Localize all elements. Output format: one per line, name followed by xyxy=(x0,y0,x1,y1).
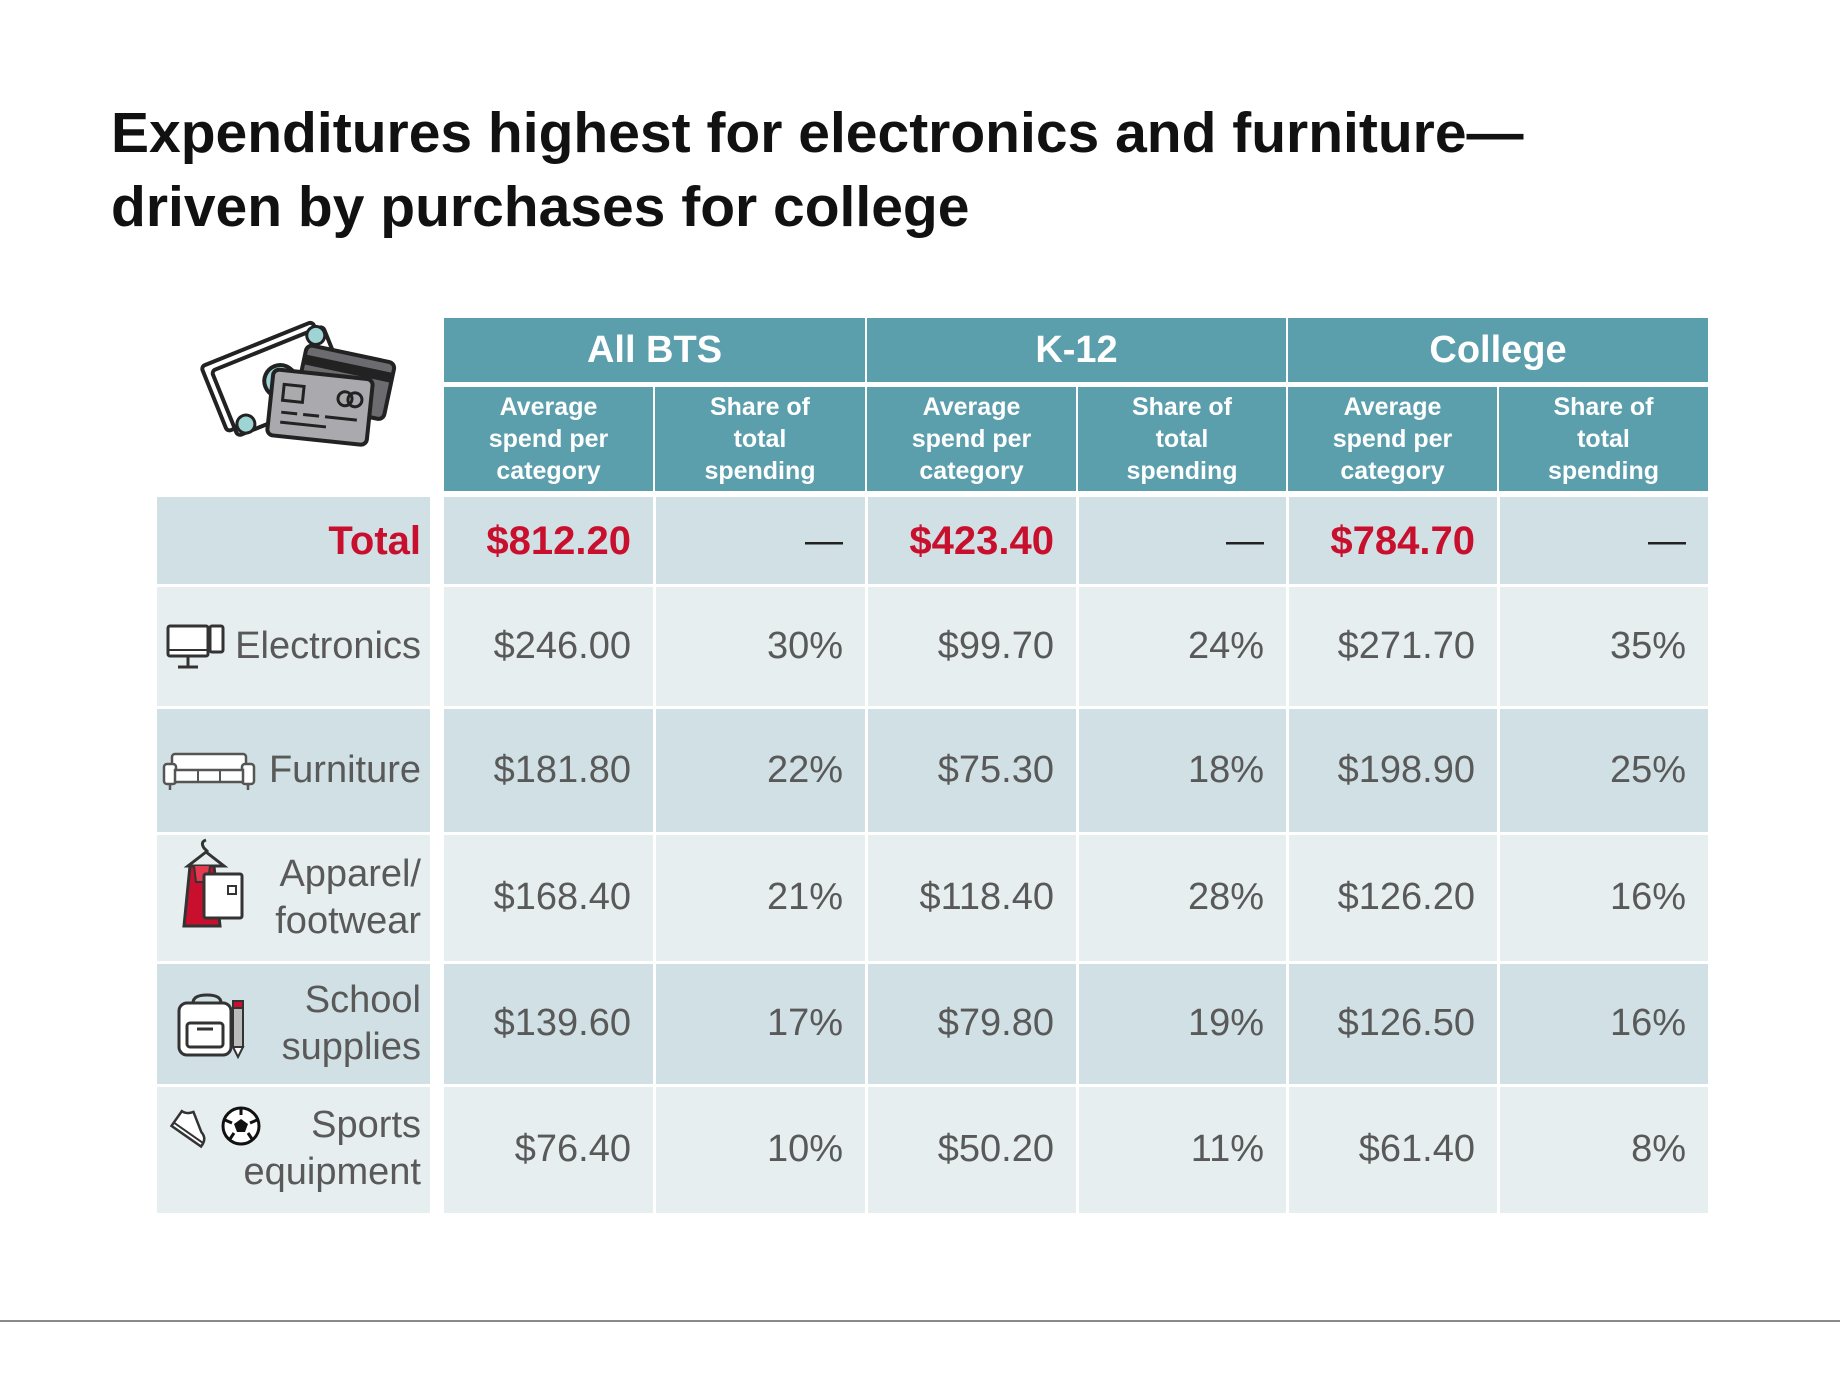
row-label-furniture: Furniture xyxy=(157,707,430,833)
column-divider xyxy=(430,497,444,1213)
column-divider xyxy=(1076,497,1079,1213)
column-group-college: College xyxy=(1288,318,1708,382)
table-row-band xyxy=(157,497,1708,585)
subcol-college-share: Share of total spending xyxy=(1499,387,1708,491)
table-row-band xyxy=(157,1085,1708,1213)
column-divider xyxy=(865,497,868,1213)
column-group-all-bts: All BTS xyxy=(444,318,865,382)
column-group-k12: K-12 xyxy=(867,318,1286,382)
column-divider xyxy=(653,497,656,1213)
column-divider xyxy=(1497,497,1500,1213)
table-cell-k12-share: 24% xyxy=(1187,624,1264,667)
table-cell-all-bts-avg-spend: $168.40 xyxy=(493,876,631,918)
row-divider xyxy=(157,832,1708,835)
table-cell-all-bts-share: 10% xyxy=(766,1127,843,1170)
row-label-text: Furniture xyxy=(268,748,421,791)
title-line-2: driven by purchases for college xyxy=(111,175,970,239)
table-cell-all-bts-avg-spend: $139.60 xyxy=(493,1002,631,1044)
sofa-icon xyxy=(162,752,256,790)
table-cell-college-share: 35% xyxy=(1609,624,1686,667)
table-cell-k12-share: 19% xyxy=(1187,1002,1264,1044)
row-divider xyxy=(157,961,1708,964)
row-divider xyxy=(157,584,1708,587)
row-label-total: Total xyxy=(157,497,430,585)
row-label-text: Total xyxy=(328,518,421,563)
table-cell-college-avg-spend: $198.90 xyxy=(1337,748,1475,791)
row-divider xyxy=(157,706,1708,709)
row-label-text: Sports equipment xyxy=(243,1104,421,1193)
subcol-k12-avg-spend: Average spend per category xyxy=(867,387,1076,491)
table-cell-all-bts-share: 21% xyxy=(766,876,843,918)
table-cell-college-share: 16% xyxy=(1609,876,1686,918)
table-cell-all-bts-share: 17% xyxy=(766,1002,843,1044)
table-cell-all-bts-avg-spend: $812.20 xyxy=(486,518,631,563)
table-cell-all-bts-share: — xyxy=(805,519,843,562)
computer-monitor-and-phone-icon xyxy=(166,624,225,669)
table-cell-college-share: 8% xyxy=(1631,1127,1686,1170)
row-label-text: School supplies xyxy=(281,978,421,1068)
clothing-on-hanger-icon xyxy=(182,838,244,928)
table-cell-college-avg-spend: $61.40 xyxy=(1358,1127,1475,1170)
table-cell-college-avg-spend: $126.50 xyxy=(1337,1002,1475,1044)
backpack-and-pencil-icon xyxy=(177,993,245,1059)
table-row-band xyxy=(157,962,1708,1085)
row-label-electronics: Electronics xyxy=(157,585,430,707)
table-cell-k12-avg-spend: $99.70 xyxy=(937,624,1054,667)
table-cell-college-avg-spend: $784.70 xyxy=(1330,518,1475,563)
table-cell-k12-avg-spend: $118.40 xyxy=(919,876,1054,918)
row-label-sports: Sports equipment xyxy=(157,1085,430,1213)
table-cell-college-share: 16% xyxy=(1609,1002,1686,1044)
table-cell-k12-avg-spend: $423.40 xyxy=(909,518,1054,563)
table-cell-k12-avg-spend: $50.20 xyxy=(937,1127,1054,1170)
table-cell-k12-avg-spend: $75.30 xyxy=(937,748,1054,791)
footer-divider xyxy=(0,1320,1840,1322)
title-line-1: Expenditures highest for electronics and… xyxy=(111,101,1524,165)
slide-title: Expenditures highest for electronics and… xyxy=(111,96,1711,244)
table-cell-all-bts-avg-spend: $246.00 xyxy=(493,624,631,667)
table-row-band xyxy=(157,833,1708,962)
row-label-text: Electronics xyxy=(235,624,421,667)
table-cell-k12-share: 11% xyxy=(1190,1127,1264,1170)
table-row-band xyxy=(157,707,1708,833)
money-and-credit-cards-icon xyxy=(200,320,397,447)
table-cell-college-avg-spend: $126.20 xyxy=(1337,876,1475,918)
table-cell-college-avg-spend: $271.70 xyxy=(1337,624,1475,667)
table-cell-college-share: 25% xyxy=(1609,748,1686,791)
row-label-text: Apparel/ footwear xyxy=(275,852,421,942)
table-cell-all-bts-avg-spend: $76.40 xyxy=(514,1127,631,1170)
table-row-band xyxy=(157,585,1708,707)
row-label-school-supplies: School supplies xyxy=(157,962,430,1085)
table-cell-all-bts-avg-spend: $181.80 xyxy=(493,748,631,791)
subcol-all-avg-spend: Average spend per category xyxy=(444,387,653,491)
row-divider xyxy=(157,1084,1708,1087)
table-cell-k12-share: 18% xyxy=(1187,748,1264,791)
subcol-k12-share: Share of total spending xyxy=(1078,387,1286,491)
table-cell-all-bts-share: 30% xyxy=(766,624,843,667)
subcol-college-avg-spend: Average spend per category xyxy=(1288,387,1497,491)
table-cell-k12-share: 28% xyxy=(1187,876,1264,918)
row-label-apparel: Apparel/ footwear xyxy=(157,833,430,962)
table-cell-k12-avg-spend: $79.80 xyxy=(937,1002,1054,1044)
table-cell-k12-share: — xyxy=(1226,519,1264,562)
table-cell-all-bts-share: 22% xyxy=(766,748,843,791)
sneaker-and-soccer-ball-icon xyxy=(170,1106,261,1149)
table-cell-college-share: — xyxy=(1648,519,1686,562)
column-divider xyxy=(1286,497,1289,1213)
subcol-all-share: Share of total spending xyxy=(655,387,865,491)
